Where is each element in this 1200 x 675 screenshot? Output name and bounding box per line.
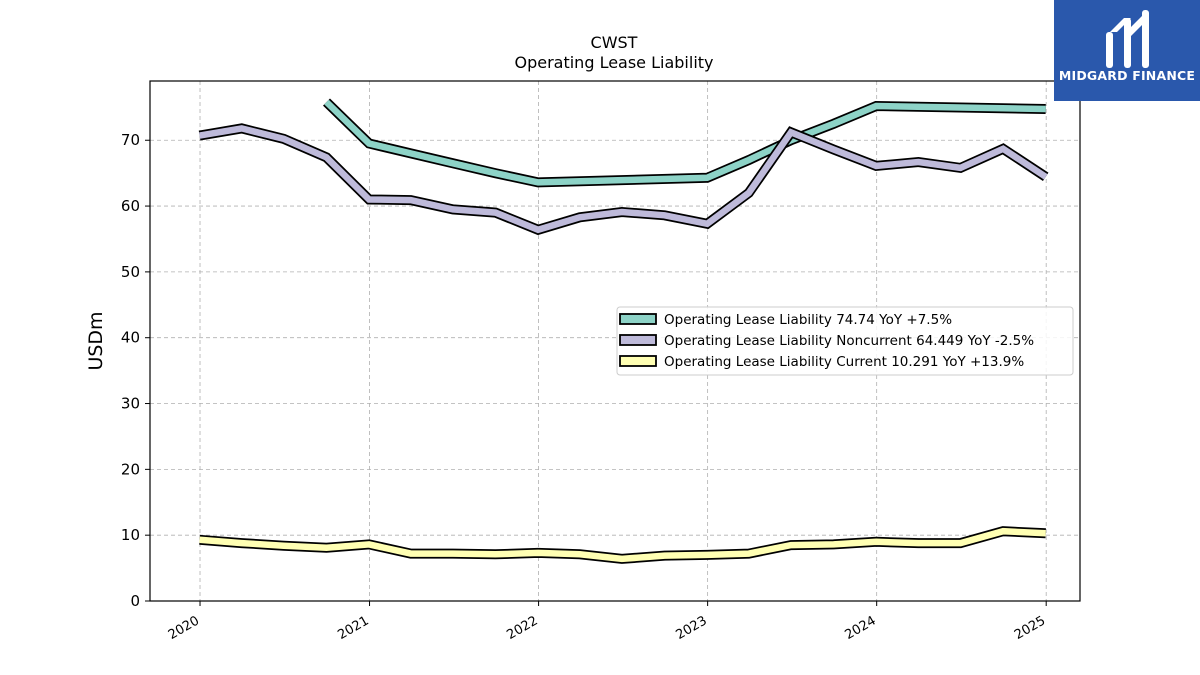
x-tick-label: 2025 bbox=[1012, 613, 1048, 643]
y-tick-label: 40 bbox=[121, 329, 140, 347]
legend-swatch bbox=[619, 355, 657, 367]
x-axis: 2020 2021 2022 2023 2024 2025 bbox=[166, 601, 1048, 643]
legend-box bbox=[616, 306, 1074, 376]
series-line bbox=[199, 527, 1046, 563]
y-axis: 0 10 20 30 40 50 60 70 bbox=[121, 131, 150, 610]
plot-frame bbox=[149, 80, 1081, 602]
legend-label: Operating Lease Liability Noncurrent 64.… bbox=[664, 333, 1034, 349]
series-line-outline bbox=[323, 98, 1046, 188]
x-tick-label: 2020 bbox=[166, 613, 202, 643]
chart-subtitle: Operating Lease Liability bbox=[514, 53, 713, 72]
x-tick-label: 2023 bbox=[673, 613, 709, 643]
brand-logo: MIDGARD FINANCE bbox=[1054, 0, 1200, 101]
x-tick-label: 2021 bbox=[335, 613, 371, 643]
y-tick-label: 0 bbox=[130, 592, 140, 610]
y-tick-label: 30 bbox=[121, 395, 140, 413]
series-lines bbox=[198, 98, 1049, 564]
x-tick-label: 2022 bbox=[504, 613, 540, 643]
y-tick-label: 50 bbox=[121, 263, 140, 281]
legend-swatch bbox=[619, 313, 657, 325]
legend-swatch bbox=[619, 334, 657, 346]
legend-label: Operating Lease Liability 74.74 YoY +7.5… bbox=[664, 312, 952, 328]
midgard-logo-icon bbox=[1106, 10, 1149, 68]
brand-name: MIDGARD FINANCE bbox=[1058, 68, 1196, 83]
chart-title: CWST bbox=[591, 33, 638, 52]
y-tick-label: 70 bbox=[121, 131, 140, 149]
y-tick-label: 60 bbox=[121, 197, 140, 215]
series-line bbox=[324, 99, 1046, 186]
x-tick-label: 2024 bbox=[843, 613, 879, 643]
y-tick-label: 10 bbox=[121, 526, 140, 544]
series-line bbox=[199, 125, 1048, 234]
legend-label: Operating Lease Liability Current 10.291… bbox=[664, 354, 1024, 370]
y-axis-label: USDm bbox=[85, 311, 107, 370]
y-tick-label: 20 bbox=[121, 460, 140, 478]
legend: Operating Lease Liability 74.74 YoY +7.5… bbox=[616, 306, 1074, 376]
